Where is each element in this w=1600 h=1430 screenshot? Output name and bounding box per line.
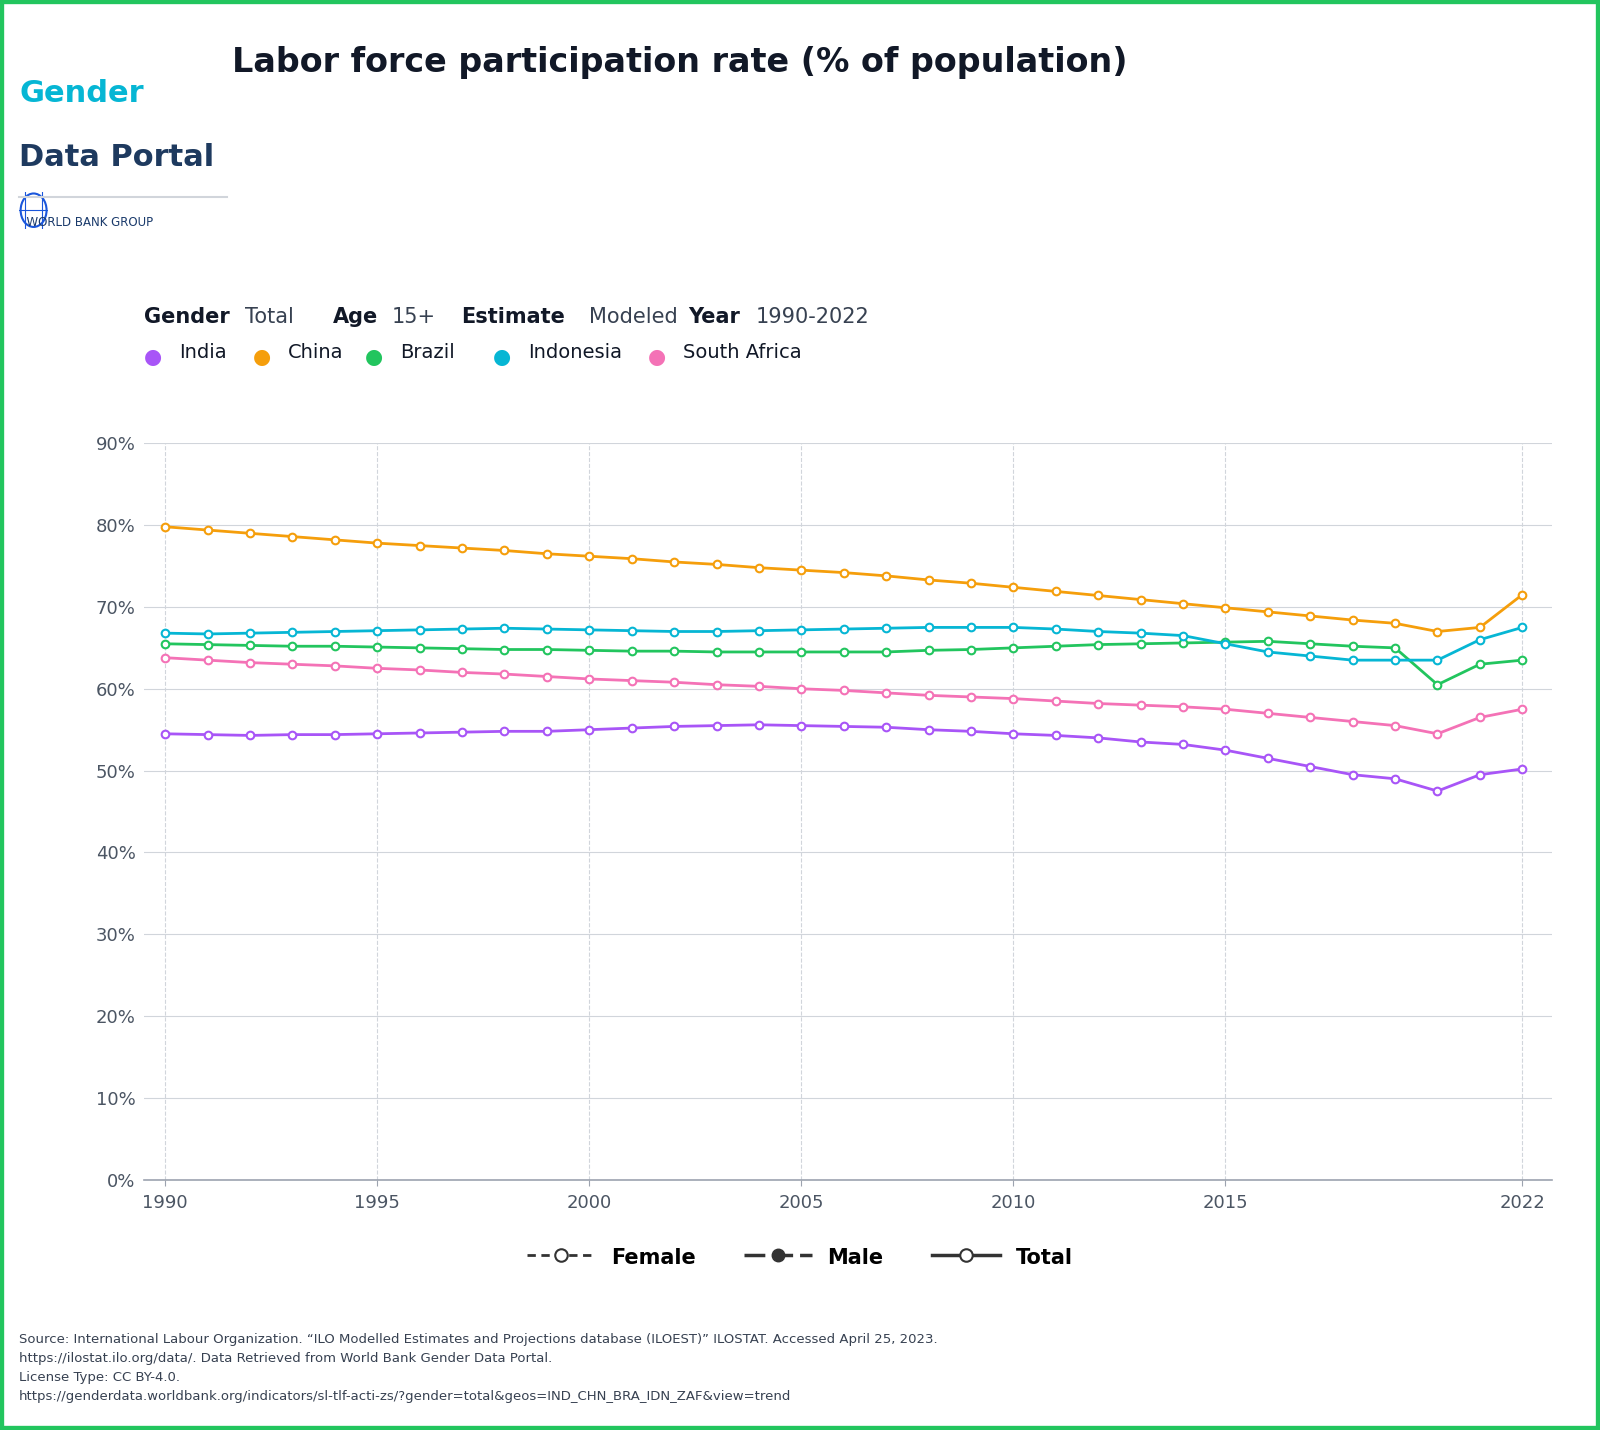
Text: Modeled: Modeled <box>589 307 677 327</box>
Text: ●: ● <box>144 347 162 368</box>
Text: WORLD BANK GROUP: WORLD BANK GROUP <box>19 216 154 229</box>
Text: Year: Year <box>688 307 739 327</box>
Text: China: China <box>288 343 344 362</box>
Text: ●: ● <box>253 347 270 368</box>
Text: Data Portal: Data Portal <box>19 143 214 172</box>
Text: Gender: Gender <box>19 79 144 107</box>
Text: ●: ● <box>365 347 382 368</box>
Text: Total: Total <box>245 307 294 327</box>
Text: Source: International Labour Organization. “ILO Modelled Estimates and Projectio: Source: International Labour Organizatio… <box>19 1333 938 1403</box>
Text: Brazil: Brazil <box>400 343 454 362</box>
Text: Age: Age <box>333 307 378 327</box>
Text: 1990-2022: 1990-2022 <box>755 307 869 327</box>
Text: ●: ● <box>648 347 666 368</box>
Text: Indonesia: Indonesia <box>528 343 622 362</box>
Text: 15+: 15+ <box>392 307 437 327</box>
Text: Gender: Gender <box>144 307 230 327</box>
Text: Estimate: Estimate <box>461 307 565 327</box>
Text: Labor force participation rate (% of population): Labor force participation rate (% of pop… <box>232 46 1128 79</box>
Text: South Africa: South Africa <box>683 343 802 362</box>
Text: India: India <box>179 343 227 362</box>
Text: ●: ● <box>493 347 510 368</box>
Legend: Female, Male, Total: Female, Male, Total <box>520 1238 1080 1277</box>
